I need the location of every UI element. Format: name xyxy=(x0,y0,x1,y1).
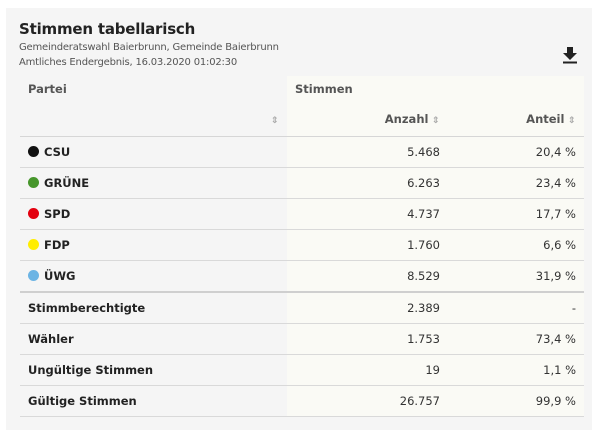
votes-share: 17,7 % xyxy=(448,198,584,230)
summary-label: Stimmberechtigte xyxy=(20,292,287,324)
sort-icon: ⇕ xyxy=(432,116,441,126)
sort-icon: ⇕ xyxy=(568,116,577,126)
column-group-stimmen: Stimmen xyxy=(295,82,353,96)
party-color-dot-icon xyxy=(28,239,39,250)
summary-share: 73,4 % xyxy=(448,323,584,355)
sort-anteil-button[interactable]: Anteil ⇕ xyxy=(448,102,584,137)
table-row-summary: Ungültige Stimmen 19 1,1 % xyxy=(20,354,584,386)
party-name: FDP xyxy=(44,238,70,252)
party-name: SPD xyxy=(44,207,71,221)
party-name: GRÜNE xyxy=(44,176,90,190)
sort-icon: ⇕ xyxy=(271,116,280,126)
summary-label: Gültige Stimmen xyxy=(20,385,287,417)
votes-count: 8.529 xyxy=(287,260,448,293)
table-row-party: SPD 4.737 17,7 % xyxy=(20,198,584,230)
votes-share: 23,4 % xyxy=(448,167,584,199)
results-table: Partei Stimmen ⇕ Anzahl ⇕ Anteil ⇕ xyxy=(20,76,584,417)
summary-share: 99,9 % xyxy=(448,385,584,417)
summary-count: 2.389 xyxy=(287,292,448,324)
summary-share: 1,1 % xyxy=(448,354,584,386)
summary-share: - xyxy=(448,292,584,324)
results-table-container: Partei Stimmen ⇕ Anzahl ⇕ Anteil ⇕ xyxy=(20,76,584,417)
result-status-timestamp: Amtliches Endergebnis, 16.03.2020 01:02:… xyxy=(19,57,238,68)
sort-anzahl-button[interactable]: Anzahl ⇕ xyxy=(287,102,448,137)
table-row-summary: Wähler 1.753 73,4 % xyxy=(20,323,584,355)
column-header-anzahl: Anzahl xyxy=(384,112,429,126)
table-row-party: FDP 1.760 6,6 % xyxy=(20,229,584,261)
column-header-anteil: Anteil xyxy=(526,112,565,126)
column-header-partei: Partei xyxy=(28,82,67,96)
summary-count: 1.753 xyxy=(287,323,448,355)
votes-count: 1.760 xyxy=(287,229,448,261)
table-row-party: ÜWG 8.529 31,9 % xyxy=(20,260,584,293)
summary-count: 19 xyxy=(287,354,448,386)
party-color-dot-icon xyxy=(28,270,39,281)
votes-count: 4.737 xyxy=(287,198,448,230)
table-row-summary: Gültige Stimmen 26.757 99,9 % xyxy=(20,385,584,417)
summary-label: Wähler xyxy=(20,323,287,355)
party-name: ÜWG xyxy=(44,269,76,283)
results-card: Stimmen tabellarisch Gemeinderatswahl Ba… xyxy=(6,8,592,430)
votes-count: 5.468 xyxy=(287,136,448,168)
votes-share: 20,4 % xyxy=(448,136,584,168)
table-row-summary: Stimmberechtigte 2.389 - xyxy=(20,292,584,324)
party-color-dot-icon xyxy=(28,177,39,188)
votes-share: 6,6 % xyxy=(448,229,584,261)
card-title: Stimmen tabellarisch xyxy=(19,20,196,38)
party-color-dot-icon xyxy=(28,146,39,157)
download-button[interactable] xyxy=(562,46,578,64)
download-icon xyxy=(563,47,577,64)
summary-count: 26.757 xyxy=(287,385,448,417)
summary-label: Ungültige Stimmen xyxy=(20,354,287,386)
votes-count: 6.263 xyxy=(287,167,448,199)
party-color-dot-icon xyxy=(28,208,39,219)
votes-share: 31,9 % xyxy=(448,260,584,293)
party-name: CSU xyxy=(44,145,71,159)
table-row-party: GRÜNE 6.263 23,4 % xyxy=(20,167,584,199)
sort-partei-button[interactable]: ⇕ xyxy=(20,102,287,137)
election-name: Gemeinderatswahl Baierbrunn, Gemeinde Ba… xyxy=(19,42,279,53)
table-row-party: CSU 5.468 20,4 % xyxy=(20,136,584,168)
